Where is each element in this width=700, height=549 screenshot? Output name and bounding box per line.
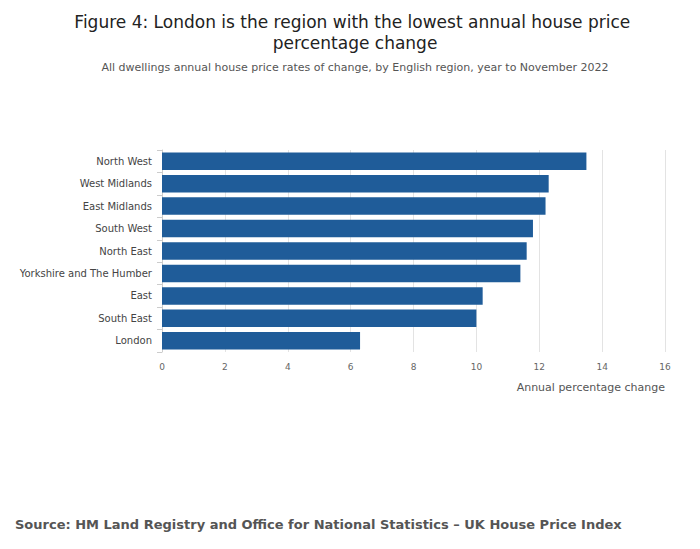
svg-text:All dwellings annual house pri: All dwellings annual house price rates o… [101, 61, 608, 74]
svg-text:Figure 4: London is the region: Figure 4: London is the region with the … [74, 12, 635, 32]
svg-text:North West: North West [96, 156, 152, 167]
svg-text:London: London [115, 335, 152, 346]
svg-text:East Midlands: East Midlands [83, 201, 152, 212]
svg-text:East: East [130, 290, 152, 301]
svg-text:16: 16 [659, 362, 671, 372]
svg-text:Annual percentage change: Annual percentage change [517, 381, 666, 394]
svg-text:8: 8 [411, 362, 417, 372]
svg-text:North East: North East [99, 246, 152, 257]
svg-text:South West: South West [95, 223, 152, 234]
svg-text:12: 12 [534, 362, 545, 372]
svg-text:West Midlands: West Midlands [80, 178, 152, 189]
svg-text:percentage change: percentage change [273, 33, 438, 53]
svg-text:0: 0 [159, 362, 165, 372]
svg-text:14: 14 [596, 362, 608, 372]
svg-text:2: 2 [222, 362, 228, 372]
svg-text:Source: HM Land Registry and O: Source: HM Land Registry and Office for … [15, 517, 622, 532]
svg-text:Yorkshire and The Humber: Yorkshire and The Humber [19, 268, 153, 279]
svg-text:6: 6 [348, 362, 354, 372]
svg-text:4: 4 [285, 362, 291, 372]
svg-text:10: 10 [471, 362, 483, 372]
svg-text:South East: South East [98, 313, 152, 324]
